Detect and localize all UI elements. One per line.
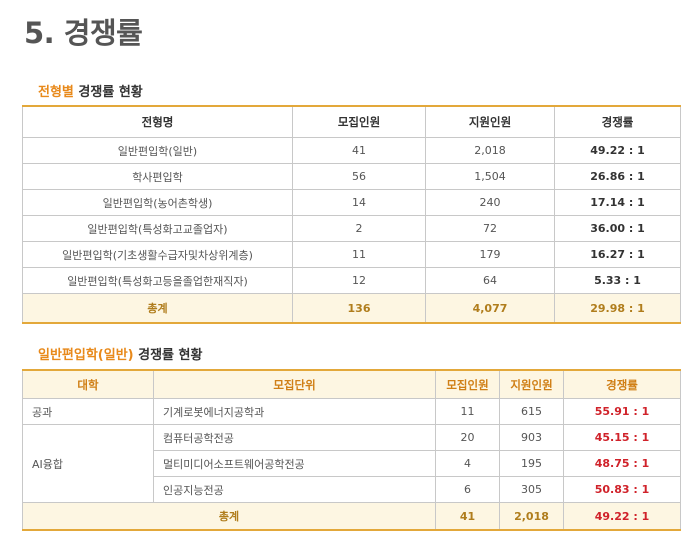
- competition-rate: 49.22 : 1: [554, 137, 681, 164]
- table-row: 일반편입학(농어촌학생) 14 240 17.14 : 1: [22, 189, 681, 216]
- quota: 11: [292, 241, 426, 268]
- admission-type: 일반편입학(특성화고교졸업자): [22, 215, 293, 242]
- table-row: 일반편입학(특성화고등을졸업한재직자) 12 64 5.33 : 1: [22, 267, 681, 294]
- table-row: 일반편입학(일반) 41 2,018 49.22 : 1: [22, 137, 681, 164]
- quota: 14: [292, 189, 426, 216]
- recruit-unit: 기계로봇에너지공학과: [153, 398, 436, 425]
- applicants: 240: [425, 189, 555, 216]
- competition-rate: 50.83 : 1: [563, 476, 681, 503]
- quota: 4: [435, 450, 500, 477]
- competition-rate: 16.27 : 1: [554, 241, 681, 268]
- table-header-row: 대학 모집단위 모집인원 지원인원 경쟁률: [22, 369, 681, 399]
- section-heading-by-type: 전형별 경쟁률 현황: [38, 81, 143, 100]
- total-label: 총계: [22, 293, 293, 324]
- section-heading-general-transfer: 일반편입학(일반) 경쟁률 현황: [38, 344, 202, 363]
- column-header: 모집인원: [435, 369, 500, 399]
- admission-type: 일반편입학(특성화고등을졸업한재직자): [22, 267, 293, 294]
- quota: 12: [292, 267, 426, 294]
- applicants: 195: [499, 450, 564, 477]
- competition-by-type-table: 전형명 모집인원 지원인원 경쟁률 일반편입학(일반) 41 2,018 49.…: [22, 105, 681, 324]
- competition-rate: 48.75 : 1: [563, 450, 681, 477]
- column-header: 대학: [22, 369, 154, 399]
- section-heading-text: 경쟁률 현황: [133, 348, 203, 363]
- applicants: 903: [499, 424, 564, 451]
- total-rate: 29.98 : 1: [554, 293, 681, 324]
- total-applicants: 2,018: [499, 502, 564, 531]
- competition-rate: 45.15 : 1: [563, 424, 681, 451]
- competition-rate: 36.00 : 1: [554, 215, 681, 242]
- competition-rate: 55.91 : 1: [563, 398, 681, 425]
- applicants: 64: [425, 267, 555, 294]
- admission-type: 학사편입학: [22, 163, 293, 190]
- page-title: 5. 경쟁률: [24, 16, 143, 50]
- table-row: 인공지능전공 6 305 50.83 : 1: [23, 476, 681, 503]
- total-applicants: 4,077: [425, 293, 555, 324]
- recruit-unit: 인공지능전공: [153, 476, 436, 503]
- college: AI융합: [22, 424, 154, 503]
- admission-type: 일반편입학(일반): [22, 137, 293, 164]
- quota: 11: [435, 398, 500, 425]
- table-header-row: 전형명 모집인원 지원인원 경쟁률: [22, 105, 681, 138]
- column-header: 모집인원: [292, 105, 426, 138]
- column-header: 모집단위: [153, 369, 436, 399]
- column-header: 경쟁률: [554, 105, 681, 138]
- admission-type: 일반편입학(농어촌학생): [22, 189, 293, 216]
- total-rate: 49.22 : 1: [563, 502, 681, 531]
- applicants: 2,018: [425, 137, 555, 164]
- total-quota: 41: [435, 502, 500, 531]
- table-row: 일반편입학(기초생활수급자및차상위계층) 11 179 16.27 : 1: [22, 241, 681, 268]
- section-heading-text: 경쟁률 현황: [73, 85, 143, 100]
- table-row: 공과 기계로봇에너지공학과 11 615 55.91 : 1: [22, 398, 681, 425]
- applicants: 179: [425, 241, 555, 268]
- total-row: 총계 136 4,077 29.98 : 1: [22, 293, 681, 324]
- quota: 6: [435, 476, 500, 503]
- total-row: 총계 41 2,018 49.22 : 1: [22, 502, 681, 531]
- table-row: AI융합 컴퓨터공학전공 20 903 45.15 : 1: [22, 424, 681, 503]
- quota: 41: [292, 137, 426, 164]
- table-row: 일반편입학(특성화고교졸업자) 2 72 36.00 : 1: [22, 215, 681, 242]
- applicants: 615: [499, 398, 564, 425]
- column-header: 경쟁률: [563, 369, 681, 399]
- total-quota: 136: [292, 293, 426, 324]
- quota: 2: [292, 215, 426, 242]
- quota: 20: [435, 424, 500, 451]
- applicants: 1,504: [425, 163, 555, 190]
- admission-type: 일반편입학(기초생활수급자및차상위계층): [22, 241, 293, 268]
- section-heading-accent: 일반편입학(일반): [38, 348, 134, 363]
- applicants: 305: [499, 476, 564, 503]
- column-header: 전형명: [22, 105, 293, 138]
- section-heading-accent: 전형별: [38, 85, 74, 100]
- recruit-unit: 멀티미디어소프트웨어공학전공: [153, 450, 436, 477]
- column-header: 지원인원: [499, 369, 564, 399]
- competition-rate: 17.14 : 1: [554, 189, 681, 216]
- competition-rate: 26.86 : 1: [554, 163, 681, 190]
- applicants: 72: [425, 215, 555, 242]
- recruit-unit: 컴퓨터공학전공: [153, 424, 436, 451]
- quota: 56: [292, 163, 426, 190]
- table-row: 학사편입학 56 1,504 26.86 : 1: [22, 163, 681, 190]
- college: 공과: [22, 398, 154, 425]
- general-transfer-table: 대학 모집단위 모집인원 지원인원 경쟁률 공과 기계로봇에너지공학과 11 6…: [22, 369, 681, 531]
- column-header: 지원인원: [425, 105, 555, 138]
- competition-rate: 5.33 : 1: [554, 267, 681, 294]
- total-label: 총계: [22, 502, 436, 531]
